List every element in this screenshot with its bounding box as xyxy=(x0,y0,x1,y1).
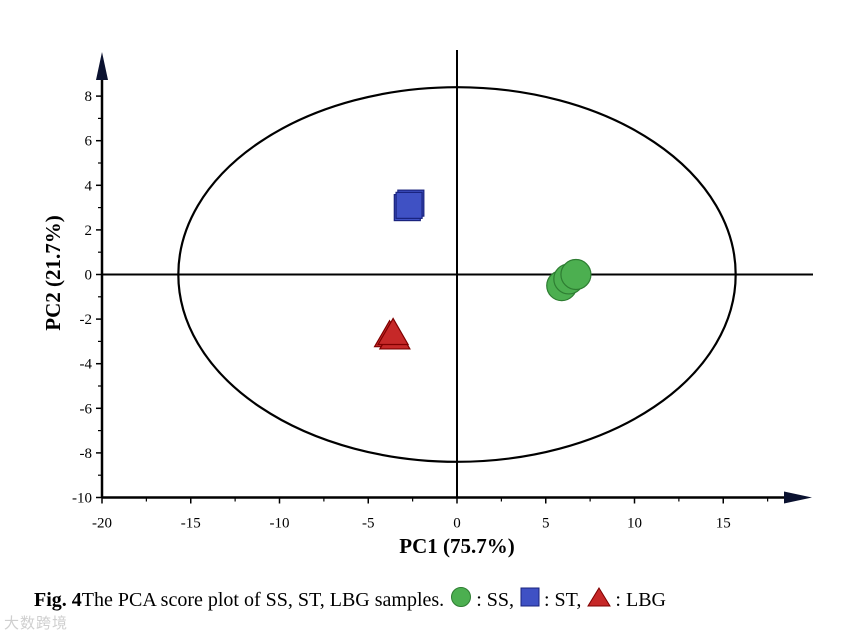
y-tick-label: -8 xyxy=(80,446,93,462)
caption-label: Fig. 4 xyxy=(34,588,82,611)
circle-legend-icon xyxy=(450,586,472,614)
y-tick-label: -6 xyxy=(80,401,93,417)
square-legend-icon xyxy=(520,587,540,613)
y-axis-label: PC2 (21.7%) xyxy=(41,215,65,330)
legend-item-ss: : SS, xyxy=(476,588,514,611)
y-tick-label: -10 xyxy=(72,491,92,507)
x-axis-label: PC1 (75.7%) xyxy=(399,534,514,558)
y-tick-label: -2 xyxy=(80,312,93,328)
x-tick-label: 10 xyxy=(627,516,642,532)
y-tick-label: 0 xyxy=(85,268,93,284)
data-point-lbg xyxy=(377,317,410,346)
x-axis-arrow xyxy=(784,491,812,504)
figure-caption: Fig. 4 The PCA score plot of SS, ST, LBG… xyxy=(34,586,666,614)
y-tick-label: 6 xyxy=(85,134,93,150)
x-tick-label: -10 xyxy=(270,516,290,532)
data-points xyxy=(373,189,592,350)
y-tick-label: 2 xyxy=(85,223,93,239)
x-tick-label: 0 xyxy=(453,516,461,532)
y-axis-arrow xyxy=(96,52,108,80)
watermark: 大数跨境 xyxy=(4,614,69,632)
y-tick-label: -4 xyxy=(80,357,93,373)
x-tick-label: -20 xyxy=(92,516,112,532)
x-tick-label: -15 xyxy=(181,516,201,532)
y-tick-label: 8 xyxy=(85,89,93,105)
confidence-ellipse xyxy=(177,86,737,463)
legend-item-lbg: : LBG xyxy=(615,588,666,611)
x-tick-label: -5 xyxy=(362,516,375,532)
data-point-st xyxy=(395,191,423,219)
x-tick-label: 15 xyxy=(716,516,731,532)
legend-item-st: : ST, xyxy=(544,588,582,611)
y-tick-label: 4 xyxy=(85,178,93,194)
axes xyxy=(96,50,813,504)
data-point-ss xyxy=(560,258,592,291)
caption-text: The PCA score plot of SS, ST, LBG sample… xyxy=(81,588,445,611)
x-tick-label: 5 xyxy=(542,516,550,532)
confidence-ellipse-path xyxy=(177,86,737,463)
triangle-legend-icon xyxy=(587,587,612,613)
